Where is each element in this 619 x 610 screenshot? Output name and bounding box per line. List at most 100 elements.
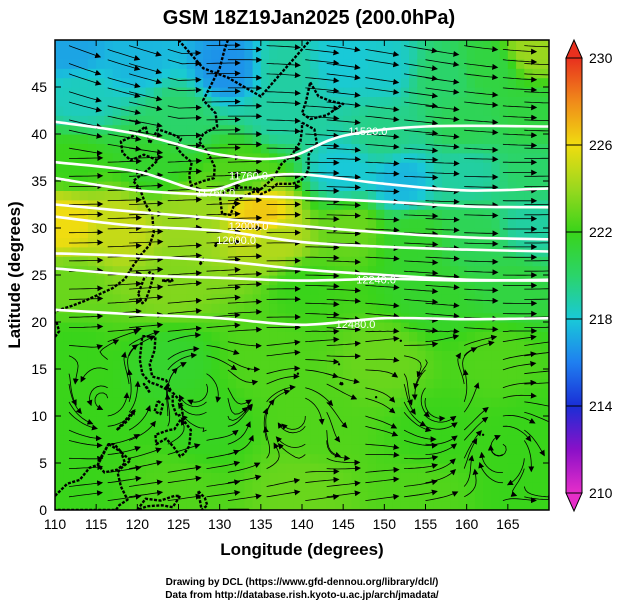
field-cell [384, 501, 393, 511]
field-cell [220, 78, 229, 88]
field-cell [533, 96, 542, 106]
field-cell [302, 68, 311, 78]
field-cell [96, 115, 105, 125]
field-cell [450, 209, 459, 219]
field-cell [483, 303, 492, 313]
field-cell [500, 463, 509, 473]
field-cell [203, 472, 212, 482]
field-cell [294, 247, 303, 257]
field-cell [351, 425, 360, 435]
field-cell [253, 68, 262, 78]
field-cell [294, 435, 303, 445]
field-cell [458, 397, 467, 407]
field-cell [236, 444, 245, 454]
field-cell [401, 435, 410, 445]
field-cell [450, 134, 459, 144]
field-cell [261, 482, 270, 492]
field-cell [269, 247, 278, 257]
field-cell [360, 454, 369, 464]
field-cell [442, 115, 451, 125]
field-cell [154, 68, 163, 78]
field-cell [508, 322, 517, 332]
field-cell [269, 425, 278, 435]
field-cell [467, 322, 476, 332]
footer-data-source: Data from http://database.rish.kyoto-u.a… [165, 590, 439, 601]
field-cell [96, 313, 105, 323]
field-cell [228, 115, 237, 125]
field-cell [500, 331, 509, 341]
field-cell [244, 68, 253, 78]
y-tick-label: 20 [31, 314, 47, 330]
field-cell [409, 388, 418, 398]
field-cell [318, 482, 327, 492]
field-cell [409, 49, 418, 59]
field-cell [384, 40, 393, 50]
field-cell [491, 313, 500, 323]
field-cell [195, 482, 204, 492]
field-cell [286, 125, 295, 135]
field-cell [401, 360, 410, 370]
field-cell [343, 463, 352, 473]
field-cell [376, 294, 385, 304]
field-cell [409, 162, 418, 172]
field-cell [327, 472, 336, 482]
field-cell [467, 482, 476, 492]
field-cell [376, 482, 385, 492]
field-cell [450, 388, 459, 398]
field-cell [491, 303, 500, 313]
field-cell [203, 40, 212, 50]
field-cell [104, 472, 113, 482]
field-cell [277, 501, 286, 511]
field-cell [195, 360, 204, 370]
field-cell [417, 266, 426, 276]
field-cell [434, 96, 443, 106]
field-cell [269, 106, 278, 116]
field-cell [458, 153, 467, 163]
field-cell [236, 378, 245, 388]
field-cell [524, 322, 533, 332]
field-cell [96, 59, 105, 69]
field-cell [80, 40, 89, 50]
field-cell [409, 190, 418, 200]
field-cell [55, 284, 64, 294]
field-cell [426, 397, 435, 407]
field-cell [467, 247, 476, 257]
field-cell [162, 294, 171, 304]
field-cell [508, 294, 517, 304]
field-cell [211, 369, 220, 379]
y-tick-label: 0 [39, 502, 47, 518]
field-cell [187, 125, 196, 135]
field-cell [442, 68, 451, 78]
field-cell [500, 397, 509, 407]
field-cell [121, 228, 130, 238]
field-cell [376, 322, 385, 332]
field-cell [426, 162, 435, 172]
field-cell [96, 435, 105, 445]
field-cell [508, 78, 517, 88]
field-cell [179, 284, 188, 294]
field-cell [360, 482, 369, 492]
field-cell [80, 407, 89, 417]
field-cell [80, 313, 89, 323]
field-cell [236, 284, 245, 294]
field-cell [187, 87, 196, 97]
field-cell [203, 397, 212, 407]
field-cell [426, 153, 435, 163]
field-cell [187, 294, 196, 304]
field-cell [500, 162, 509, 172]
field-cell [409, 59, 418, 69]
field-cell [80, 153, 89, 163]
field-cell [113, 200, 122, 210]
field-cell [450, 106, 459, 116]
field-cell [417, 87, 426, 97]
field-cell [351, 444, 360, 454]
field-cell [80, 397, 89, 407]
field-cell [55, 181, 64, 191]
field-cell [80, 237, 89, 247]
field-cell [351, 331, 360, 341]
field-cell [294, 200, 303, 210]
field-cell [434, 369, 443, 379]
field-cell [220, 425, 229, 435]
field-cell [261, 303, 270, 313]
field-cell [294, 444, 303, 454]
